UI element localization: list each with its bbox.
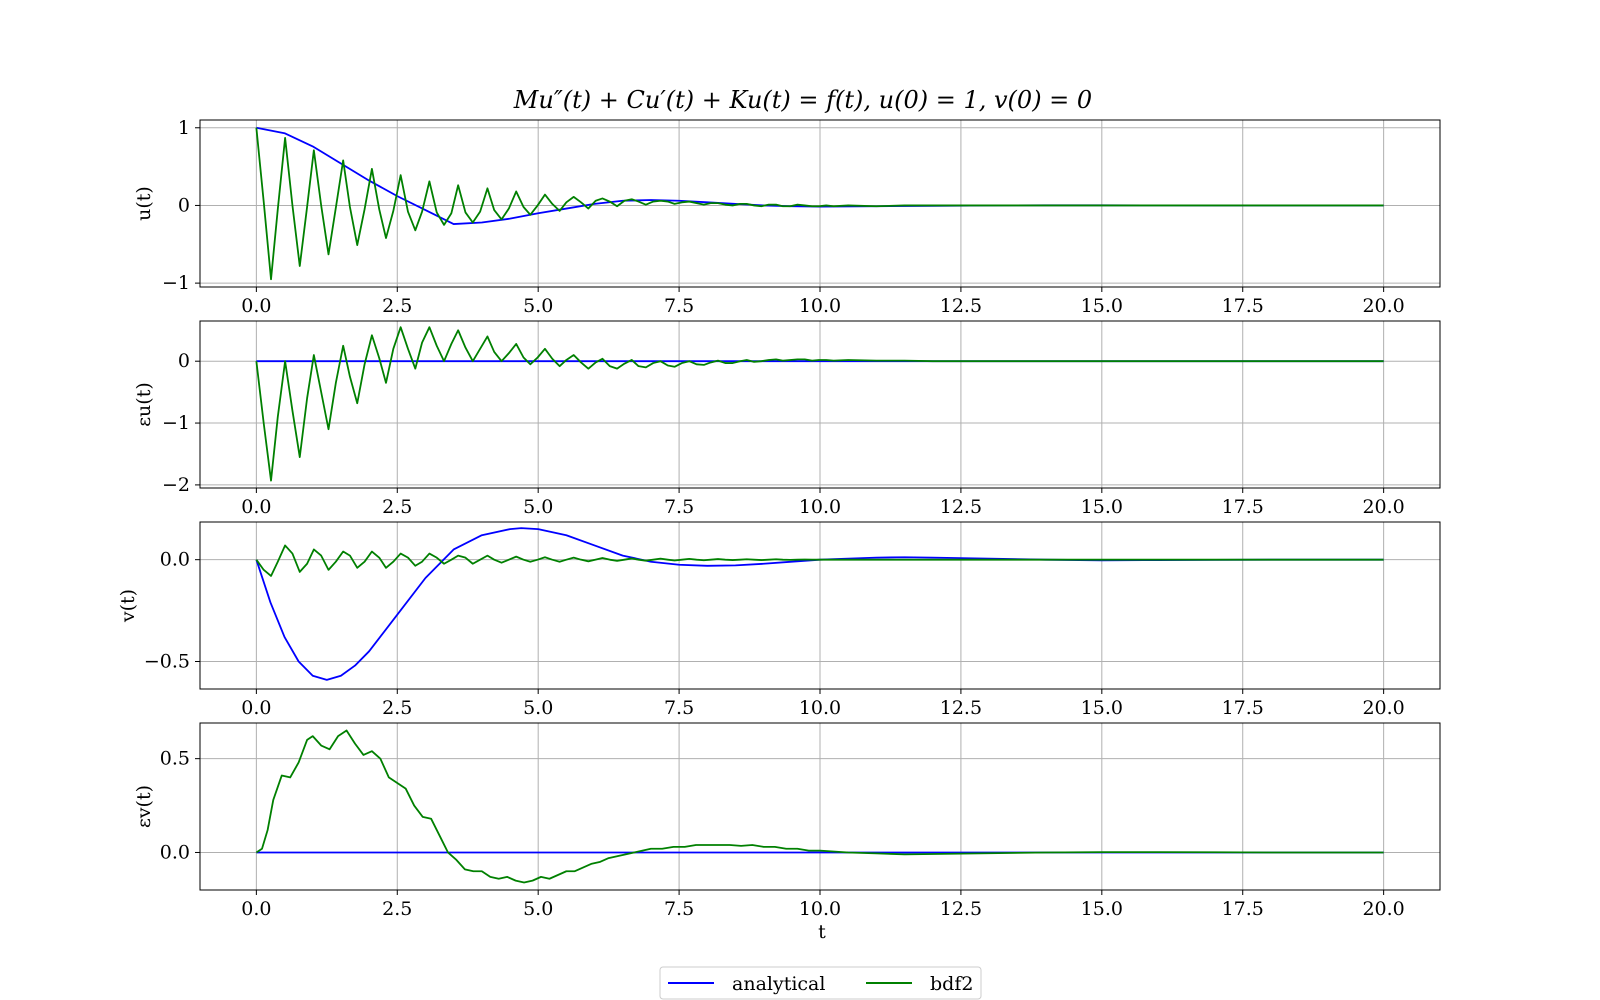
y-axis-label: εu(t) <box>133 382 155 427</box>
x-tick-label: 7.5 <box>664 898 694 920</box>
x-tick-label: 7.5 <box>664 295 694 317</box>
subplots: 0.0 2.5 5.0 7.5 10.0 12.5 15.0 17.5 20.0 −1 0 1 u(t)… <box>117 117 1441 943</box>
x-tick-label: 10.0 <box>799 496 841 518</box>
x-tick-label: 0.0 <box>241 697 271 719</box>
subplot-4: 0.0 2.5 5.0 7.5 10.0 12.5 15.0 17.5 20.0 0.0 0.5εv… <box>133 722 1441 943</box>
x-tick-label: 15.0 <box>1081 496 1123 518</box>
x-tick-label: 15.0 <box>1081 697 1123 719</box>
series-line-bdf2 <box>255 729 1384 884</box>
x-tick-label: 5.0 <box>523 898 553 920</box>
x-tick-label: 20.0 <box>1362 496 1404 518</box>
x-axis-label: t <box>818 921 826 943</box>
x-tick-label: 5.0 <box>523 697 553 719</box>
x-tick-label: 15.0 <box>1081 898 1123 920</box>
y-tick-label: 1 <box>178 117 190 139</box>
x-tick-label: 17.5 <box>1222 496 1264 518</box>
x-tick-label: 20.0 <box>1362 295 1404 317</box>
x-tick-label: 10.0 <box>799 697 841 719</box>
x-tick-label: 17.5 <box>1222 898 1264 920</box>
x-tick-label: 12.5 <box>940 898 982 920</box>
x-tick-label: 7.5 <box>664 496 694 518</box>
y-tick-label: 0 <box>178 194 190 216</box>
x-tick-label: 2.5 <box>382 697 412 719</box>
x-tick-label: 12.5 <box>940 496 982 518</box>
x-tick-label: 12.5 <box>940 295 982 317</box>
series-line-bdf2 <box>255 326 1384 482</box>
y-tick-label: 0 <box>178 350 190 372</box>
legend-box <box>659 966 982 1000</box>
x-tick-label: 10.0 <box>799 295 841 317</box>
x-tick-label: 17.5 <box>1222 697 1264 719</box>
legend: analytical bdf2 <box>659 966 982 1000</box>
subplot-2: 0.0 2.5 5.0 7.5 10.0 12.5 15.0 17.5 20.0 −2 −1 0 εu(… <box>133 320 1441 518</box>
x-tick-label: 2.5 <box>382 496 412 518</box>
y-tick-label: 0.0 <box>160 841 190 863</box>
legend-label-analytical: analytical <box>732 973 825 995</box>
y-tick-label: 0.5 <box>160 748 190 770</box>
x-tick-label: 15.0 <box>1081 295 1123 317</box>
x-tick-label: 12.5 <box>940 697 982 719</box>
x-tick-label: 0.0 <box>241 295 271 317</box>
series-line-bdf2 <box>255 127 1384 281</box>
subplot-1: 0.0 2.5 5.0 7.5 10.0 12.5 15.0 17.5 20.0 −1 0 1 u(t) <box>133 117 1441 317</box>
x-tick-label: 2.5 <box>382 295 412 317</box>
y-tick-label: −1 <box>162 272 190 294</box>
x-tick-label: 5.0 <box>523 295 553 317</box>
x-tick-label: 7.5 <box>664 697 694 719</box>
x-tick-label: 17.5 <box>1222 295 1264 317</box>
series-line-bdf2 <box>255 544 1384 577</box>
x-tick-label: 0.0 <box>241 496 271 518</box>
y-tick-label: −1 <box>162 412 190 434</box>
y-axis-label: v(t) <box>117 589 139 623</box>
x-tick-label: 0.0 <box>241 898 271 920</box>
legend-label-bdf2: bdf2 <box>930 973 973 995</box>
y-axis-label: u(t) <box>133 186 155 221</box>
figure-title: Mu″(t) + Cu′(t) + Ku(t) = f(t), u(0) = 1… <box>513 86 1092 114</box>
x-tick-label: 20.0 <box>1362 697 1404 719</box>
y-tick-label: −2 <box>162 474 190 496</box>
subplot-3: 0.0 2.5 5.0 7.5 10.0 12.5 15.0 17.5 20.0 −0.5 0.0 v… <box>117 521 1441 719</box>
x-tick-label: 5.0 <box>523 496 553 518</box>
y-tick-label: 0.0 <box>160 549 190 571</box>
x-tick-label: 20.0 <box>1362 898 1404 920</box>
y-axis-label: εv(t) <box>133 785 155 828</box>
y-tick-label: −0.5 <box>144 651 190 673</box>
x-tick-label: 10.0 <box>799 898 841 920</box>
x-tick-label: 2.5 <box>382 898 412 920</box>
